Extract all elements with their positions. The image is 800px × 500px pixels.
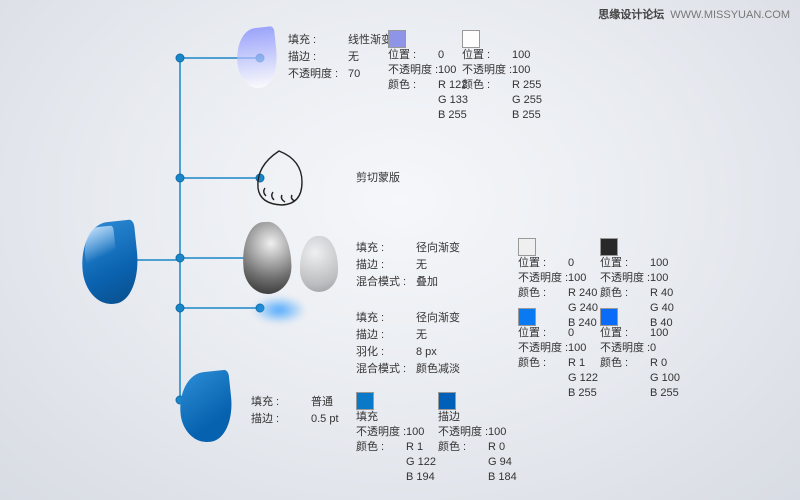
panel5-stop-b: 描边不透明度 :100颜色 :R 0G 94B 184 bbox=[438, 392, 517, 485]
panel4-stop-b: 位置 :100不透明度 :0颜色 :R 0G 100B 255 bbox=[600, 308, 680, 401]
branch4-glow bbox=[252, 296, 306, 324]
panel3-props: 填充 :径向渐变 描边 :无 混合模式 :叠加 bbox=[356, 240, 460, 291]
panel2-title: 剪切蒙版 bbox=[356, 170, 400, 187]
panel5-props: 填充 :普通 描边 :0.5 pt bbox=[251, 394, 339, 428]
panel1-stop-a: 位置 :0不透明度 :100颜色 :R 122G 133B 255 bbox=[388, 30, 468, 123]
panel5-stop-a: 填充不透明度 :100颜色 :R 1G 122B 194 bbox=[356, 392, 436, 485]
branch3-drop-b bbox=[300, 236, 338, 292]
branch2-outline-wing bbox=[252, 148, 306, 210]
panel4-props: 填充 :径向渐变 描边 :无 羽化 :8 px 混合模式 :颜色减淡 bbox=[356, 310, 460, 378]
panel1-props: 填充 :线性渐变 描边 :无 不透明度 :70 bbox=[288, 32, 392, 83]
panel4-stop-a: 位置 :0不透明度 :100颜色 :R 1G 122B 255 bbox=[518, 308, 598, 401]
panel1-stop-b: 位置 :100不透明度 :100颜色 :R 255G 255B 255 bbox=[462, 30, 542, 123]
